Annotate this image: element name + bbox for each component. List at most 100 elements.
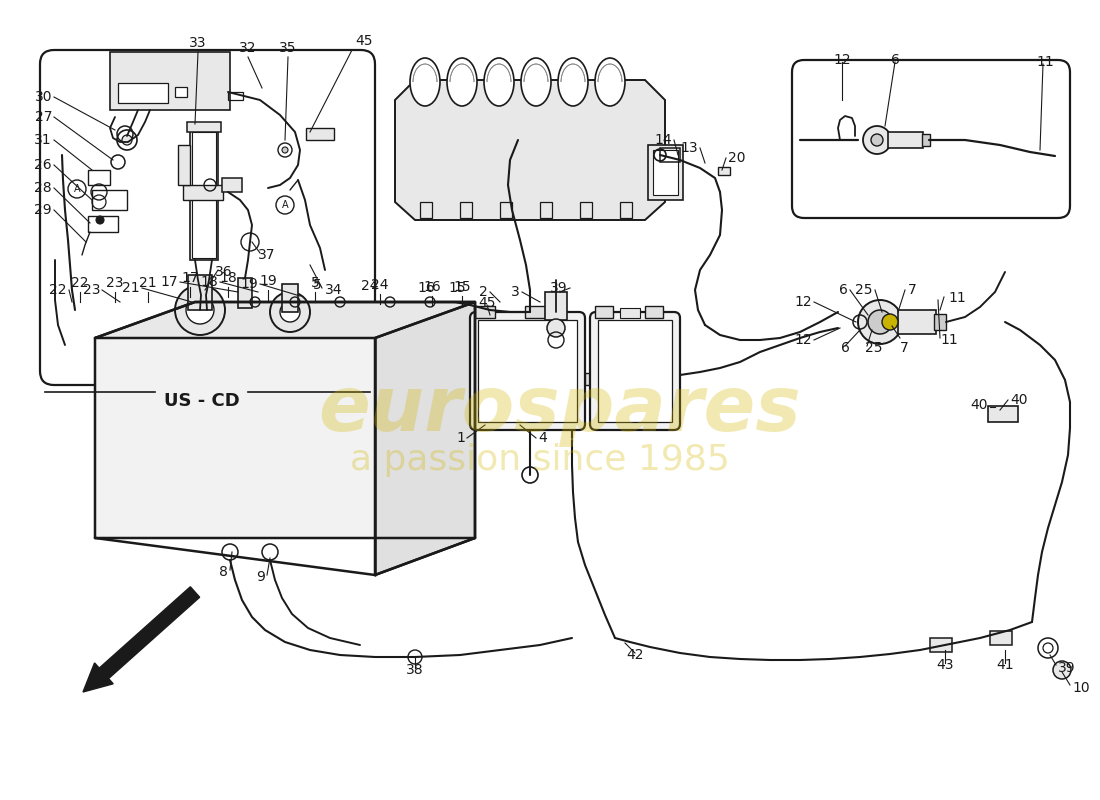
Text: 37: 37 xyxy=(258,248,275,262)
Text: 40: 40 xyxy=(1010,393,1027,407)
Bar xyxy=(282,284,298,312)
Text: US - CD: US - CD xyxy=(164,392,240,410)
Text: 7: 7 xyxy=(900,341,909,355)
Text: 36: 36 xyxy=(214,265,232,279)
Text: 16: 16 xyxy=(417,281,434,295)
Text: 31: 31 xyxy=(34,133,52,147)
Ellipse shape xyxy=(595,58,625,106)
Text: 23: 23 xyxy=(107,276,123,290)
Text: 45: 45 xyxy=(355,34,373,48)
Bar xyxy=(660,148,680,162)
Ellipse shape xyxy=(484,58,514,106)
Text: 12: 12 xyxy=(833,53,850,67)
Circle shape xyxy=(122,135,132,145)
Text: 38: 38 xyxy=(406,663,424,677)
Bar xyxy=(595,306,613,318)
Text: 27: 27 xyxy=(34,110,52,124)
Text: 14: 14 xyxy=(654,133,672,147)
Bar xyxy=(653,150,678,195)
Text: 22: 22 xyxy=(72,276,89,290)
Text: 40: 40 xyxy=(970,398,988,412)
Bar xyxy=(478,320,578,422)
Text: 10: 10 xyxy=(1072,681,1090,695)
Bar xyxy=(178,145,190,185)
Circle shape xyxy=(96,216,104,224)
Text: 2: 2 xyxy=(480,285,488,299)
Text: 32: 32 xyxy=(240,41,256,55)
Bar xyxy=(420,202,432,218)
Bar xyxy=(525,306,544,318)
Text: 22: 22 xyxy=(50,283,67,297)
Text: 25: 25 xyxy=(856,283,873,297)
Text: 20: 20 xyxy=(728,151,746,165)
Bar xyxy=(990,631,1012,645)
Text: 24: 24 xyxy=(372,278,388,292)
Bar xyxy=(922,134,930,146)
Text: 42: 42 xyxy=(626,648,644,662)
Text: 26: 26 xyxy=(34,158,52,172)
Bar xyxy=(718,167,730,175)
Bar xyxy=(620,202,632,218)
Text: a passion since 1985: a passion since 1985 xyxy=(350,443,730,477)
Bar xyxy=(645,306,663,318)
Bar xyxy=(988,406,1018,422)
Text: 21: 21 xyxy=(122,281,140,295)
Polygon shape xyxy=(95,302,475,538)
Text: 45: 45 xyxy=(478,296,496,310)
Bar xyxy=(118,83,168,103)
Text: 25: 25 xyxy=(865,341,882,355)
Text: 6: 6 xyxy=(840,341,849,355)
Bar xyxy=(500,202,512,218)
Text: 7: 7 xyxy=(908,283,916,297)
Circle shape xyxy=(270,292,310,332)
Bar xyxy=(620,308,640,318)
Text: 39: 39 xyxy=(1058,661,1076,675)
Bar xyxy=(188,275,212,310)
Circle shape xyxy=(864,126,891,154)
Bar xyxy=(585,373,597,385)
Circle shape xyxy=(868,310,892,334)
Text: 5: 5 xyxy=(314,278,322,292)
Text: 6: 6 xyxy=(891,53,900,67)
Bar xyxy=(110,52,230,110)
Text: 29: 29 xyxy=(34,203,52,217)
Circle shape xyxy=(547,319,565,337)
FancyArrow shape xyxy=(82,586,200,692)
Text: 4: 4 xyxy=(538,431,547,445)
Bar xyxy=(598,320,672,422)
Bar xyxy=(238,278,252,308)
Text: A: A xyxy=(282,200,288,210)
Bar xyxy=(92,190,126,210)
Text: 11: 11 xyxy=(940,333,958,347)
Text: eurospares: eurospares xyxy=(319,373,802,447)
FancyBboxPatch shape xyxy=(470,312,585,430)
Bar xyxy=(190,130,218,260)
Text: 39: 39 xyxy=(550,281,568,295)
Text: 19: 19 xyxy=(260,274,277,288)
Circle shape xyxy=(858,300,902,344)
Bar xyxy=(540,202,552,218)
Ellipse shape xyxy=(558,58,589,106)
Text: 8: 8 xyxy=(219,565,228,579)
Bar xyxy=(88,216,118,232)
Text: 16: 16 xyxy=(424,280,441,294)
Bar xyxy=(192,132,216,258)
Text: 13: 13 xyxy=(681,141,698,155)
Text: 41: 41 xyxy=(997,658,1014,672)
Ellipse shape xyxy=(410,58,440,106)
Text: 18: 18 xyxy=(200,275,218,289)
Bar xyxy=(544,292,566,320)
Circle shape xyxy=(282,147,288,153)
Circle shape xyxy=(175,285,226,335)
Text: 11: 11 xyxy=(948,291,966,305)
Text: 35: 35 xyxy=(279,41,297,55)
Text: 18: 18 xyxy=(219,271,236,285)
Text: 23: 23 xyxy=(82,283,100,297)
Circle shape xyxy=(280,302,300,322)
Text: 43: 43 xyxy=(936,658,954,672)
Bar xyxy=(888,132,923,148)
Bar xyxy=(648,145,683,200)
Bar xyxy=(187,122,221,132)
Text: 15: 15 xyxy=(449,281,466,295)
Polygon shape xyxy=(95,302,475,338)
